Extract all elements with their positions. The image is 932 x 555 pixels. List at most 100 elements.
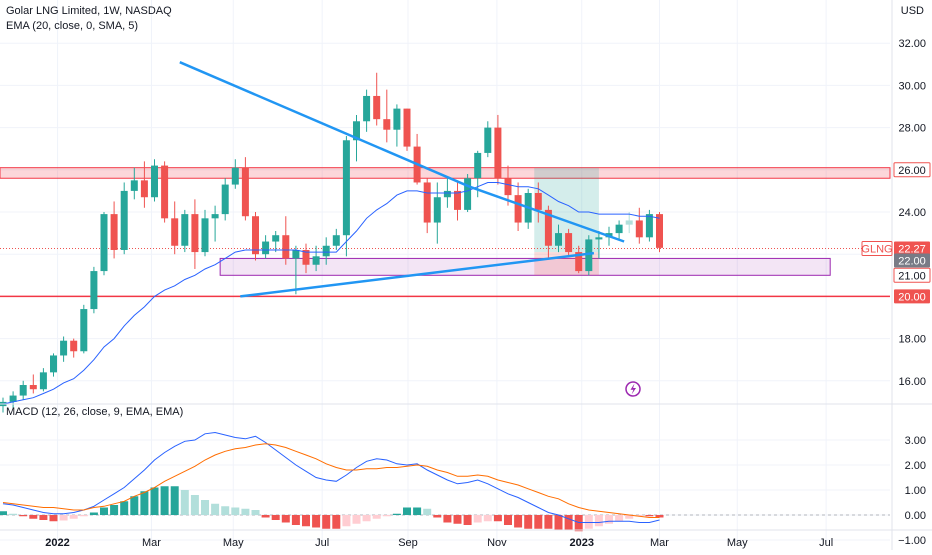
- macd-histogram-bar: [120, 501, 129, 515]
- candle-body: [282, 235, 290, 259]
- price-label-box: [894, 241, 930, 256]
- macd-indicator-label[interactable]: MACD (12, 26, close, 9, EMA, EMA): [6, 406, 184, 418]
- candle-body: [443, 190, 451, 198]
- candle-body: [322, 245, 330, 257]
- candle-body: [423, 182, 431, 223]
- candle-body: [90, 271, 98, 310]
- macd-histogram-bar: [0, 511, 7, 515]
- macd-histogram-bar: [625, 515, 634, 519]
- price-tick-label: 16.00: [898, 376, 926, 388]
- candle-body: [312, 256, 320, 265]
- macd-histogram-bar: [332, 515, 341, 529]
- macd-histogram-bar: [231, 507, 240, 515]
- candle-body: [140, 180, 148, 198]
- macd-tick-label: 0.00: [905, 510, 926, 522]
- candle-body: [595, 237, 603, 240]
- candle-body: [504, 178, 512, 196]
- macd-histogram-bar: [110, 505, 119, 515]
- macd-histogram-bar: [382, 515, 391, 517]
- macd-histogram-bar: [483, 515, 492, 522]
- candle-body: [252, 216, 259, 255]
- candle-body: [262, 241, 270, 255]
- macd-line: [2, 431, 660, 523]
- macd-histogram-bar: [423, 508, 432, 515]
- macd-signal-line: [2, 443, 660, 518]
- price-label-box: [861, 241, 893, 257]
- macd-histogram-bar: [19, 515, 28, 517]
- candle-body: [342, 140, 350, 236]
- candle-body: [454, 190, 461, 210]
- macd-histogram-bar: [251, 510, 260, 515]
- time-tick-label: May: [727, 537, 748, 549]
- candle-body: [353, 121, 360, 141]
- price-label-box: [893, 162, 931, 178]
- macd-histogram-bar: [160, 486, 169, 515]
- candle-body: [80, 309, 88, 352]
- macd-histogram-bar: [605, 515, 613, 524]
- upper-trendline[interactable]: [179, 61, 625, 243]
- candle-body: [514, 195, 522, 223]
- macd-tick-label: 1.00: [905, 485, 926, 497]
- macd-histogram-bar: [201, 500, 209, 515]
- trendlines[interactable]: [179, 61, 625, 298]
- macd-histogram-bar: [362, 515, 371, 522]
- resistance-zone: [0, 167, 891, 179]
- macd-histogram-bar: [39, 515, 48, 520]
- price-label-text: 20.00: [898, 291, 926, 303]
- macd-histogram-bar: [645, 515, 654, 517]
- macd-histogram-bar: [493, 515, 502, 522]
- candle-body: [151, 165, 158, 198]
- macd-histogram-bar: [79, 515, 88, 517]
- price-tick-label: 24.00: [898, 207, 926, 219]
- macd-histogram-bar: [89, 512, 98, 515]
- candle-body: [645, 214, 653, 238]
- candle-body: [302, 249, 310, 265]
- candle-body: [363, 95, 371, 122]
- time-tick-label: Mar: [142, 537, 161, 549]
- macd-histogram-bar: [574, 515, 583, 532]
- price-label-box: [894, 253, 930, 268]
- price-tick-label: 28.00: [898, 123, 926, 135]
- macd-histogram-bar: [100, 507, 108, 515]
- currency-label: USD: [900, 5, 924, 17]
- price-tick-label: 30.00: [898, 80, 926, 92]
- time-tick-label: 2022: [45, 537, 69, 549]
- candle-body: [70, 340, 78, 352]
- time-tick-label: Mar: [650, 537, 669, 549]
- macd-histogram-bar: [564, 515, 573, 530]
- candle-body: [575, 252, 583, 272]
- candle-body: [484, 127, 492, 153]
- ema-indicator-label[interactable]: EMA (20, close, 0, SMA, 5): [6, 20, 139, 32]
- time-tick-label: May: [223, 537, 244, 549]
- lower-trendline[interactable]: [240, 251, 595, 298]
- lightning-icon[interactable]: [625, 381, 641, 397]
- candle-body: [161, 165, 169, 219]
- candle-body: [39, 372, 47, 390]
- macd-histogram-bar: [433, 515, 442, 518]
- macd-histogram-bar: [534, 515, 543, 529]
- candle-body: [201, 218, 209, 253]
- candle-body: [585, 239, 593, 272]
- macd-histogram-bar: [69, 515, 78, 519]
- chart-title: Golar LNG Limited, 1W, NASDAQ: [6, 5, 172, 17]
- candle-body: [50, 355, 57, 373]
- candle-body: [221, 184, 229, 215]
- macd-histogram-bar: [190, 495, 199, 515]
- price-label-text: 21.00: [898, 270, 926, 282]
- candle-body: [19, 385, 27, 396]
- candle-body: [181, 214, 189, 246]
- candle-body: [403, 108, 411, 147]
- macd-histogram-bar: [342, 515, 351, 527]
- candle-body: [110, 214, 118, 250]
- macd-histogram-bar: [170, 486, 179, 515]
- candle-body: [272, 235, 280, 242]
- macd-histogram-bar: [352, 515, 361, 524]
- macd-tick-label: 2.00: [905, 460, 926, 472]
- macd-histogram-bar: [221, 506, 230, 515]
- macd-histogram-bar: [261, 515, 270, 518]
- candle-body: [120, 190, 128, 250]
- price-tick-label: 32.00: [898, 38, 926, 50]
